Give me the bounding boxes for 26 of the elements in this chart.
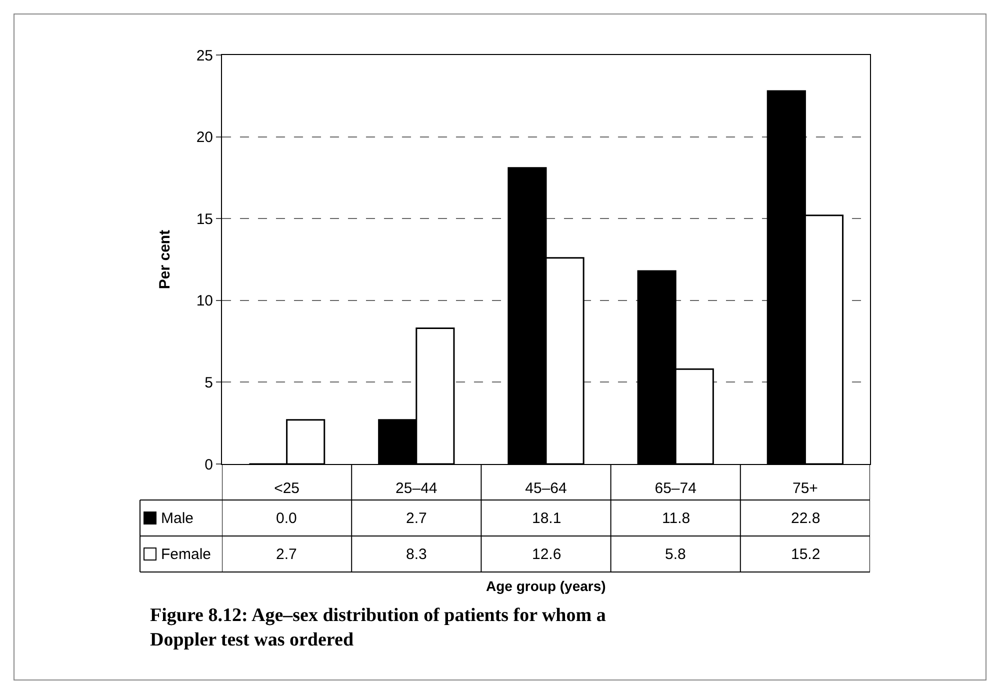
y-axis-title: Per cent	[156, 230, 174, 290]
data-label: 2.7	[406, 510, 427, 527]
x-tick-label: 45–64	[525, 480, 567, 497]
legend-label: Female	[161, 546, 212, 563]
data-label: 15.2	[791, 546, 820, 563]
data-label: 5.8	[665, 546, 686, 563]
x-tick-label: <25	[274, 480, 300, 497]
data-label: 12.6	[532, 546, 562, 563]
y-tick-label: 15	[196, 210, 213, 228]
x-tick-label: 65–74	[654, 480, 696, 497]
data-label: 8.3	[406, 546, 427, 563]
y-tick-label: 0	[204, 456, 213, 474]
data-label: 0.0	[276, 510, 297, 527]
text: Age group (years)	[486, 578, 606, 594]
y-tick-label: 25	[196, 47, 213, 64]
y-tick-label: 20	[196, 129, 213, 146]
legend-label: Male	[161, 510, 194, 527]
data-label: 2.7	[276, 546, 297, 563]
x-tick-label: 25–44	[396, 480, 438, 497]
y-tick-label: 5	[204, 374, 213, 392]
data-label: 11.8	[662, 510, 690, 527]
data-label: 22.8	[791, 510, 820, 527]
data-label: 18.1	[532, 510, 562, 527]
x-tick-label: 75+	[792, 480, 818, 497]
caption: Figure 8.12: Age–sex distribution of patients for whom a Doppler test was ordered	[150, 605, 606, 651]
y-tick-label: 10	[196, 292, 213, 310]
